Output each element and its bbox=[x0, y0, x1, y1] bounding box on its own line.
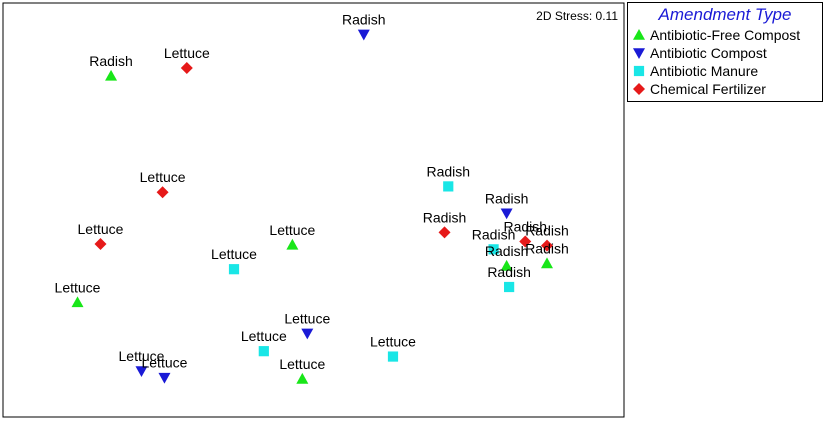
legend-item-antibiotic-free-compost: Antibiotic-Free Compost bbox=[628, 26, 822, 44]
point-antibiotic-free-compost-14 bbox=[500, 259, 513, 271]
point-antibiotic-manure-7 bbox=[228, 264, 240, 275]
point-label-11: Radish bbox=[472, 226, 516, 242]
point-chemical-fertilizer-3 bbox=[156, 186, 169, 199]
point-antibiotic-manure-18 bbox=[258, 346, 269, 357]
point-label-16: Radish bbox=[487, 264, 531, 280]
legend-label: Antibiotic Compost bbox=[650, 45, 767, 61]
point-label-17: Lettuce bbox=[284, 310, 330, 326]
point-label-9: Radish bbox=[423, 209, 467, 225]
legend-label: Antibiotic-Free Compost bbox=[650, 27, 801, 43]
point-antibiotic-manure-8 bbox=[443, 181, 454, 192]
diamond-icon bbox=[633, 83, 645, 95]
point-label-5: Lettuce bbox=[55, 279, 101, 295]
point-label-2: Radish bbox=[342, 11, 386, 27]
plot-frame bbox=[2, 2, 625, 418]
legend-label: Chemical Fertilizer bbox=[650, 81, 766, 97]
point-label-19: Lettuce bbox=[370, 334, 416, 350]
point-label-12: Radish bbox=[503, 218, 547, 234]
point-label-14: Radish bbox=[485, 243, 529, 259]
data-points: Radish LettuceRadishLettuceLettuceLettuce… bbox=[55, 11, 569, 384]
legend-title: Amendment Type bbox=[658, 5, 792, 24]
point-label-6: Lettuce bbox=[269, 222, 315, 238]
point-antibiotic-manure-16 bbox=[504, 281, 515, 293]
point-label-4: Lettuce bbox=[78, 221, 124, 237]
point-label-22: Lettuce bbox=[141, 355, 187, 371]
point-label-15: Radish bbox=[525, 240, 569, 256]
legend-item-chemical-fertilizer: Chemical Fertilizer bbox=[628, 80, 822, 98]
point-antibiotic-compost-22 bbox=[158, 372, 171, 384]
point-antibiotic-manure-19 bbox=[387, 351, 399, 362]
point-antibiotic-free-compost-15 bbox=[540, 257, 553, 269]
point-label-18: Lettuce bbox=[241, 328, 287, 344]
legend-items: Antibiotic-Free Compost Antibiotic Compos… bbox=[628, 26, 822, 98]
point-label-13: Radish bbox=[525, 223, 569, 239]
legend-item-antibiotic-manure: Antibiotic Manure bbox=[628, 62, 822, 80]
stress-label: 2D Stress: 0.11 bbox=[536, 9, 618, 23]
point-label-1: Lettuce bbox=[164, 45, 210, 61]
point-antibiotic-free-compost-20 bbox=[296, 372, 309, 384]
point-label-21: Lettuce bbox=[119, 348, 165, 364]
point-label-7: Lettuce bbox=[211, 246, 257, 262]
point-label-10: Radish bbox=[485, 190, 529, 206]
point-antibiotic-compost-10 bbox=[500, 208, 513, 220]
legend-label: Antibiotic Manure bbox=[650, 63, 759, 79]
legend-item-antibiotic-compost: Antibiotic Compost bbox=[628, 44, 822, 62]
point-label-0: Radish bbox=[89, 53, 133, 69]
point-label-3: Lettuce bbox=[140, 169, 186, 185]
point-chemical-fertilizer-12 bbox=[519, 235, 532, 248]
point-antibiotic-compost-2 bbox=[357, 29, 370, 41]
point-label-20: Lettuce bbox=[279, 356, 325, 372]
point-chemical-fertilizer-9 bbox=[438, 226, 451, 239]
triangle-down-icon bbox=[633, 48, 645, 59]
legend: Amendment Type Antibiotic-Free Compost An… bbox=[627, 2, 823, 102]
point-antibiotic-compost-17 bbox=[301, 328, 314, 340]
point-chemical-fertilizer-1 bbox=[180, 61, 193, 74]
triangle-up-icon bbox=[633, 29, 645, 40]
point-antibiotic-compost-21 bbox=[135, 366, 148, 378]
square-icon bbox=[633, 65, 645, 77]
point-chemical-fertilizer-4 bbox=[94, 237, 107, 250]
point-antibiotic-free-compost-5 bbox=[71, 296, 84, 308]
point-antibiotic-manure-11 bbox=[488, 244, 499, 255]
point-label-8: Radish bbox=[426, 163, 470, 179]
point-antibiotic-free-compost-6 bbox=[286, 238, 299, 250]
point-antibiotic-free-compost-0 bbox=[105, 69, 118, 81]
point-chemical-fertilizer-13 bbox=[540, 239, 553, 252]
